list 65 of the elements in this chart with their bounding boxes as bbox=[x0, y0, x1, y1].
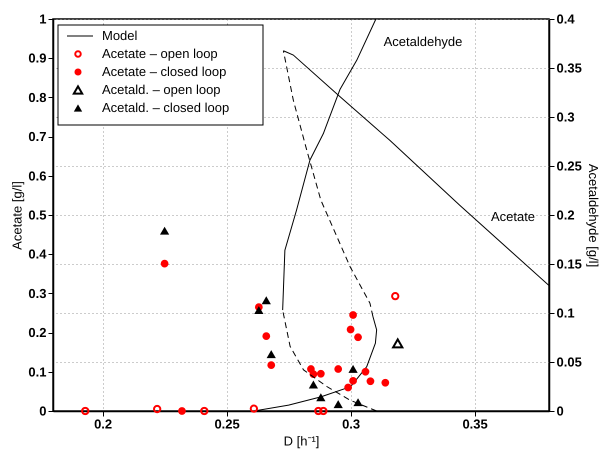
y2-tick-label: 0.2 bbox=[556, 208, 575, 222]
x-tick-label: 0.35 bbox=[462, 416, 488, 432]
point bbox=[353, 398, 363, 406]
point bbox=[254, 306, 264, 314]
point bbox=[334, 400, 343, 408]
point bbox=[200, 406, 208, 416]
y-tick-label: 0.9 bbox=[28, 50, 46, 66]
y-tick-label: 0.6 bbox=[28, 168, 46, 184]
y-tick-label: 0.2 bbox=[28, 325, 46, 340]
point bbox=[160, 260, 168, 268]
y2-tick-label: 0.35 bbox=[556, 60, 582, 76]
point bbox=[308, 380, 318, 389]
point bbox=[262, 296, 271, 304]
y-tick-label: 0.8 bbox=[28, 90, 46, 105]
point bbox=[316, 370, 325, 378]
point bbox=[319, 406, 328, 416]
legend-label: Model bbox=[102, 28, 138, 43]
point bbox=[314, 406, 323, 416]
legend-label: Acetate – open loop bbox=[102, 46, 218, 61]
point bbox=[160, 226, 170, 235]
point bbox=[349, 311, 357, 319]
y-tick-label: 0.7 bbox=[28, 129, 46, 144]
point bbox=[250, 404, 258, 413]
point bbox=[81, 406, 90, 416]
y-tick-label: 0.1 bbox=[28, 364, 46, 380]
annotation: Acetate bbox=[490, 209, 536, 224]
y-tick-label: 0.4 bbox=[28, 246, 48, 262]
point bbox=[316, 393, 326, 402]
y2-tick-label: 0.15 bbox=[556, 256, 582, 272]
y2-tick-label: 0.3 bbox=[556, 110, 575, 124]
y-tick-label: 0.5 bbox=[28, 208, 46, 222]
y-tick-label: 0 bbox=[39, 404, 46, 418]
legend-label: Acetate – closed loop bbox=[102, 64, 226, 79]
y2-axis-title: Acetaldehyde [g/l] bbox=[586, 164, 599, 268]
point bbox=[334, 365, 342, 373]
y2-tick-label: 0.1 bbox=[556, 306, 575, 320]
y2-tick-label: 0.4 bbox=[556, 12, 576, 26]
y2-tick-label: 0 bbox=[556, 404, 564, 418]
y2-tick-label: 0.05 bbox=[556, 354, 582, 370]
legend-label: Acetald. – open loop bbox=[102, 82, 221, 97]
x-tick-label: 0.25 bbox=[214, 416, 240, 432]
point bbox=[354, 333, 362, 342]
x-axis-title: D [h⁻¹] bbox=[284, 434, 320, 448]
legend-label: Acetald. – closed loop bbox=[102, 100, 230, 115]
point bbox=[266, 350, 276, 358]
x-tick-label: 0.3 bbox=[342, 416, 360, 432]
point bbox=[153, 404, 162, 414]
point bbox=[349, 376, 357, 385]
point bbox=[178, 407, 186, 415]
point bbox=[344, 384, 352, 392]
point bbox=[346, 326, 354, 334]
point bbox=[392, 338, 404, 348]
point bbox=[348, 364, 358, 373]
y-tick-label: 1 bbox=[39, 12, 46, 26]
point bbox=[262, 332, 270, 340]
annotation: Acetaldehyde bbox=[384, 34, 462, 49]
point bbox=[362, 368, 370, 376]
point bbox=[381, 378, 390, 387]
point bbox=[391, 292, 400, 300]
point bbox=[366, 377, 374, 386]
y-tick-label: 0.3 bbox=[28, 286, 46, 301]
y2-tick-label: 0.25 bbox=[556, 158, 582, 174]
point bbox=[267, 361, 276, 369]
x-tick-label: 0.2 bbox=[94, 416, 112, 432]
y-axis-title: Acetate [g/l] bbox=[9, 181, 24, 250]
